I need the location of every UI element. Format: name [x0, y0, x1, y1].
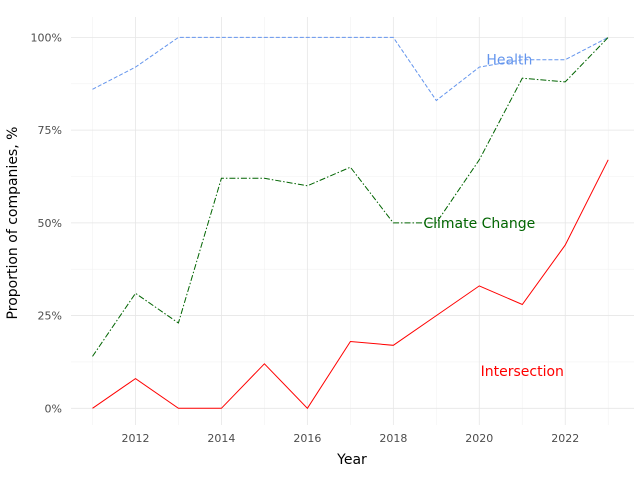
major-grid [71, 17, 634, 425]
series-label-health: Health [486, 53, 532, 69]
x-tick-label: 2016 [293, 432, 321, 445]
series-line-climate-change [92, 37, 609, 357]
x-tick-label: 2014 [207, 432, 235, 445]
series-lines [92, 36, 609, 410]
y-tick-label: 0% [45, 402, 62, 415]
x-tick-label: 2020 [465, 432, 493, 445]
series-line-health [92, 36, 609, 102]
series-line-intersection [92, 159, 609, 410]
series-labels: Health Climate Change Intersection [423, 53, 564, 381]
x-axis-title: Year [336, 452, 367, 468]
series-label-intersection: Intersection [481, 364, 564, 380]
y-axis-title: Proportion of companies, % [5, 127, 21, 320]
series-label-climate-change: Climate Change [423, 216, 535, 232]
y-tick-label: 75% [38, 124, 62, 137]
minor-grid [71, 17, 634, 425]
y-axis-ticks: 0% 25% 50% 75% 100% [31, 31, 62, 415]
x-tick-label: 2018 [379, 432, 407, 445]
y-tick-label: 100% [31, 31, 62, 44]
x-tick-label: 2022 [551, 432, 579, 445]
y-tick-label: 50% [38, 217, 62, 230]
x-tick-label: 2012 [121, 432, 149, 445]
y-tick-label: 25% [38, 310, 62, 323]
x-axis-ticks: 2012 2014 2016 2018 2020 2022 [121, 432, 579, 445]
